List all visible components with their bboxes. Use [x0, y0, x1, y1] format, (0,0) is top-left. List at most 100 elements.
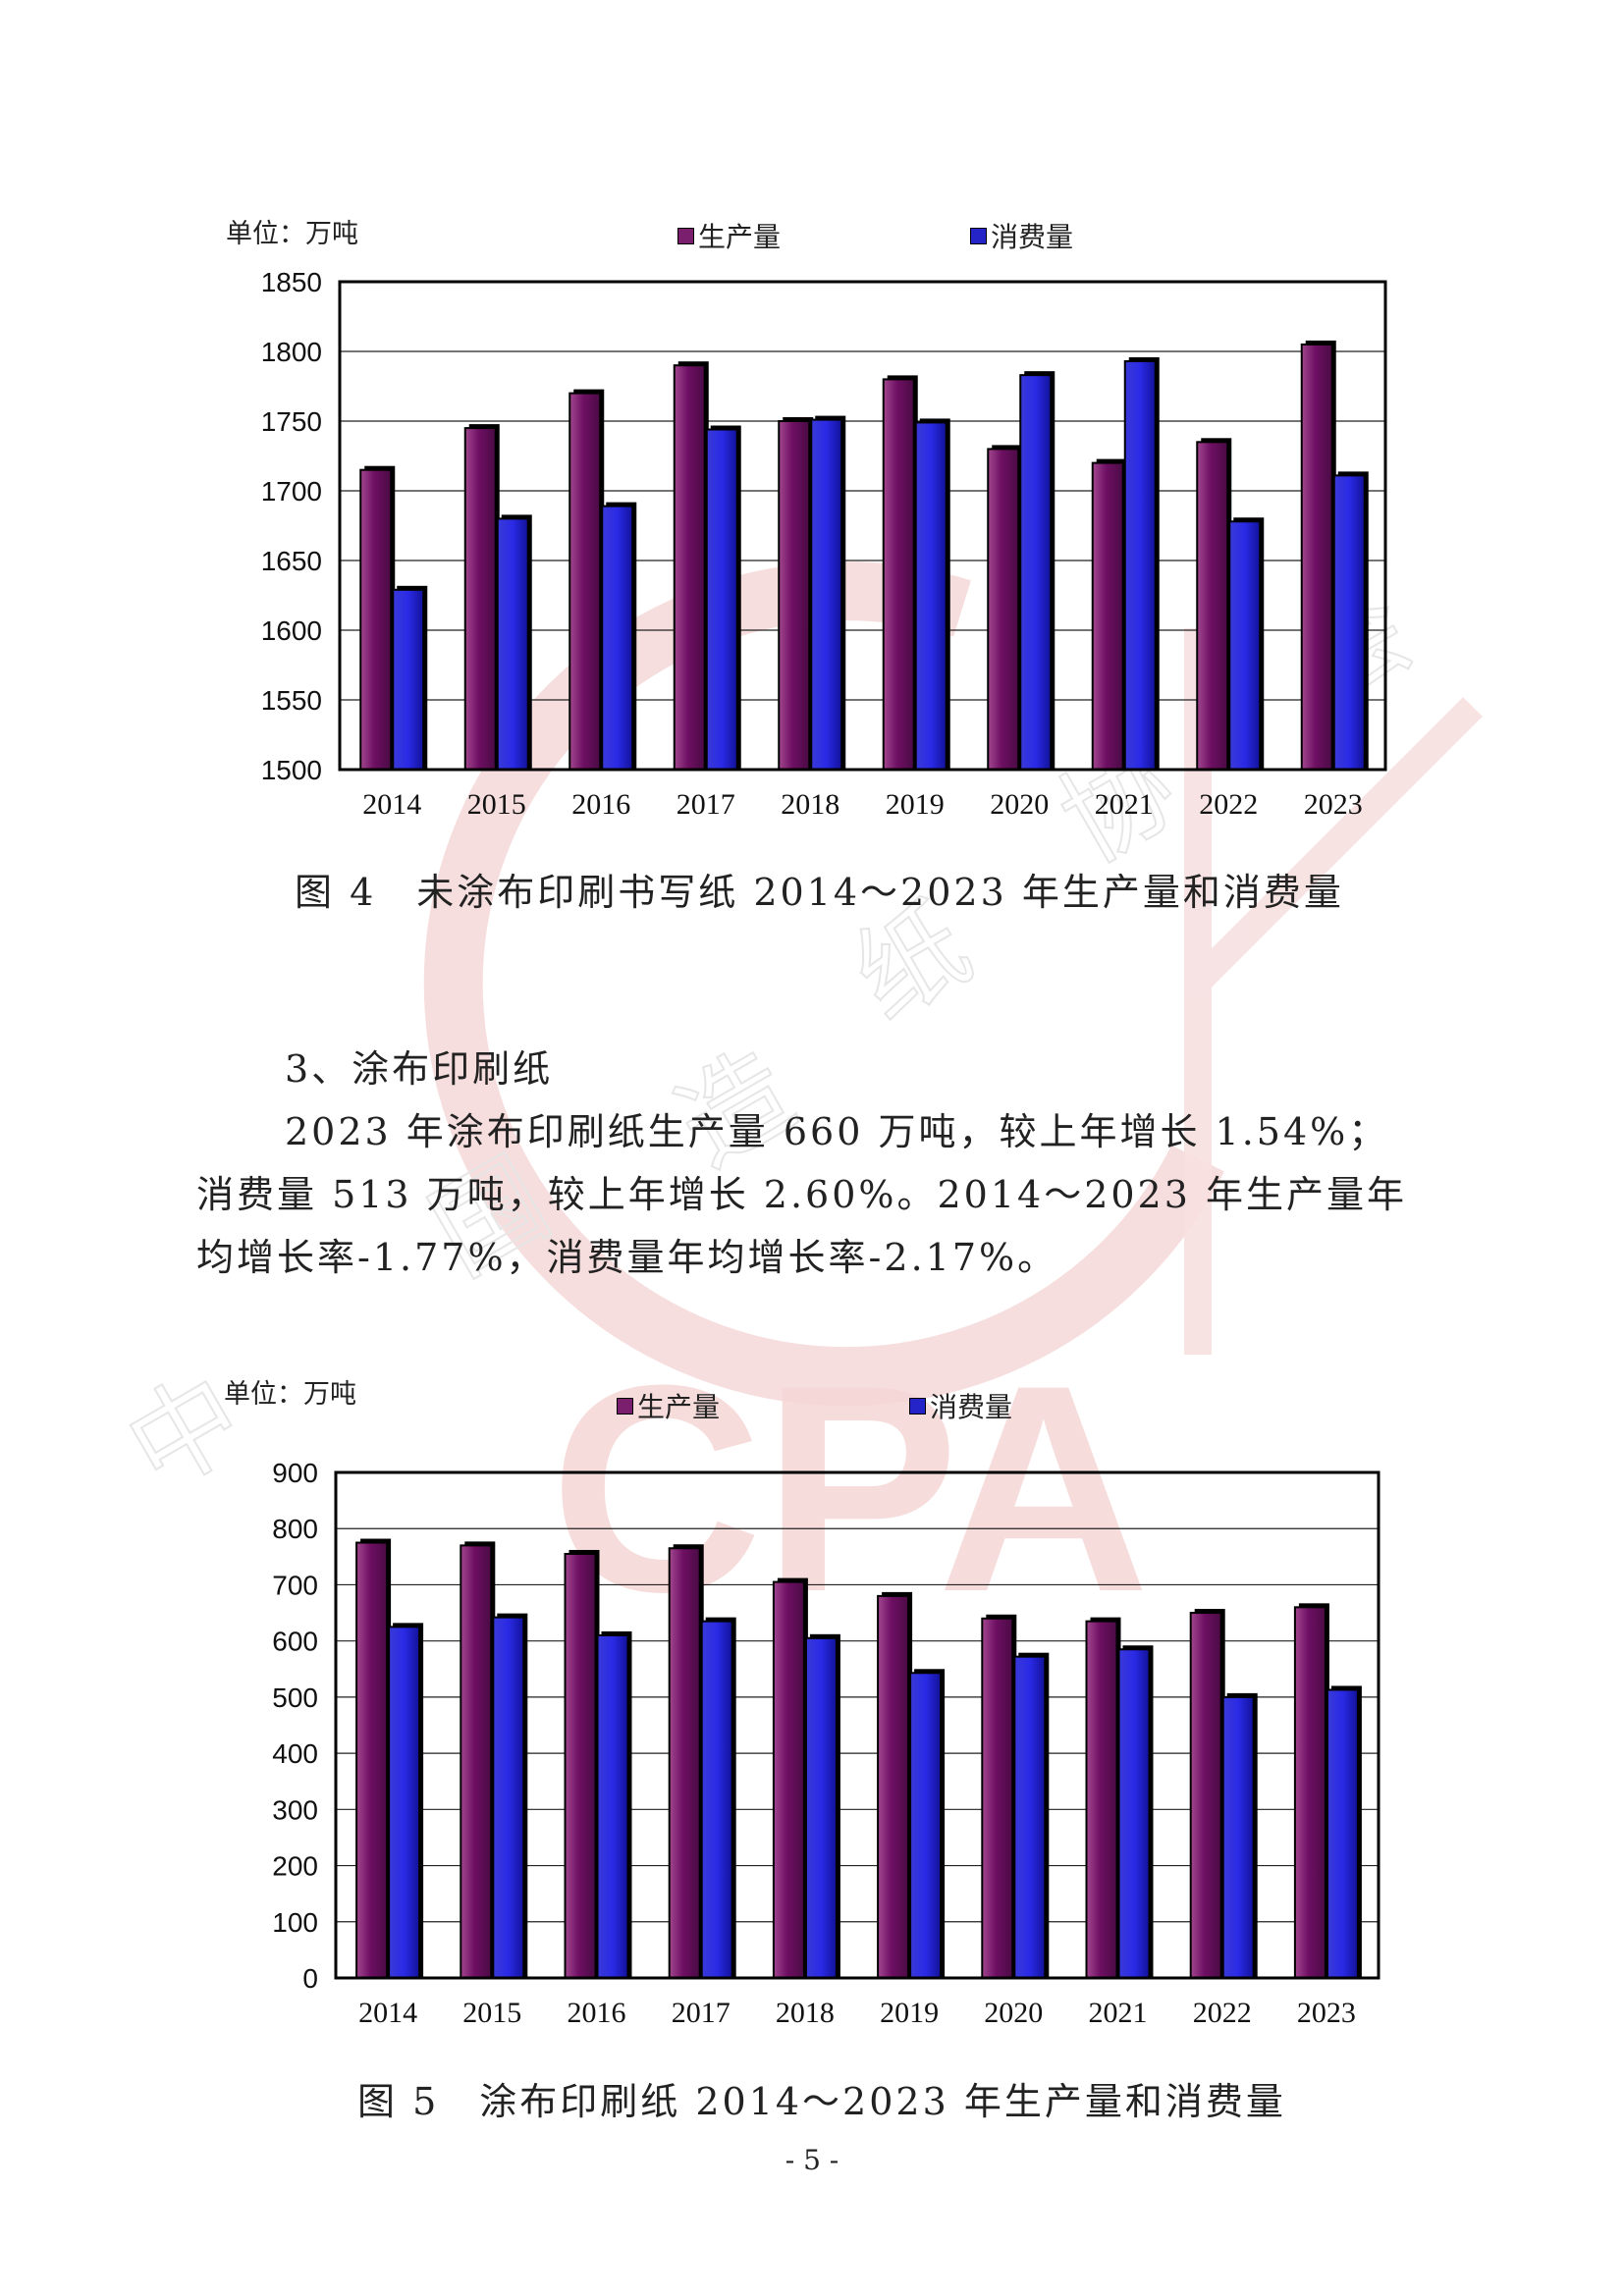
x-tick-label: 2019 [880, 1997, 939, 2029]
legend-swatch-production [617, 1397, 633, 1415]
y-tick-label: 1750 [261, 406, 322, 437]
legend-label-consumption: 消费量 [991, 221, 1074, 253]
bar-consumption [392, 588, 425, 771]
bar-consumption [1123, 359, 1157, 771]
bar-production [359, 468, 393, 771]
bar-production [882, 378, 915, 771]
bar-consumption [705, 428, 738, 771]
bar-production [1189, 1612, 1222, 1979]
legend-swatch-consumption [970, 227, 987, 244]
y-tick-label: 1800 [261, 337, 322, 367]
x-tick-label: 2018 [776, 1997, 835, 2029]
bar-consumption [496, 517, 529, 772]
bar-consumption [596, 1633, 629, 1979]
bar-consumption [1332, 474, 1366, 771]
legend-swatch-consumption [909, 1397, 926, 1415]
bar-production [460, 1544, 493, 1979]
bar-production [673, 364, 706, 771]
legend-label-production: 生产量 [637, 1391, 721, 1423]
chart-figure-5-plot: 0 100 200 300 400 500 600 700 800 900 2014 2015 2016… [272, 1458, 1380, 2029]
bar-consumption [1117, 1648, 1151, 1979]
y-tick-label: 300 [272, 1794, 318, 1825]
y-tick-label: 500 [272, 1682, 318, 1713]
bar-consumption [804, 1636, 838, 1979]
y-tick-label: 1500 [261, 755, 322, 785]
bar-consumption [1019, 374, 1053, 771]
y-tick-label: 1700 [261, 476, 322, 507]
bar-production [1091, 461, 1124, 771]
x-tick-label: 2016 [568, 1997, 626, 2029]
x-tick-label: 2019 [886, 788, 945, 821]
bar-production [463, 427, 497, 771]
legend-production: 生产量 [677, 216, 781, 255]
bar-consumption [1326, 1688, 1359, 1979]
x-tick-label: 2018 [781, 788, 839, 821]
bar-production [877, 1594, 910, 1979]
x-tick-label: 2021 [1095, 788, 1154, 821]
y-tick-label: 700 [272, 1570, 318, 1600]
x-tick-label: 2020 [984, 1997, 1043, 2029]
x-tick-label: 2021 [1089, 1997, 1148, 2029]
bar-consumption [1013, 1655, 1047, 1979]
legend-consumption: 消费量 [970, 216, 1073, 255]
x-tick-label: 2022 [1199, 788, 1258, 821]
y-tick-label: 200 [272, 1851, 318, 1882]
bar-production [668, 1547, 701, 1979]
section-title: 3、涂布印刷纸 [285, 1047, 554, 1091]
x-tick-label: 2020 [990, 788, 1049, 821]
x-tick-label: 2017 [677, 788, 735, 821]
chart-figure-4: 1500 1550 1600 1650 1700 1750 1800 1850 2014 2015… [0, 0, 1624, 982]
chart-figure-5: 0 100 200 300 400 500 600 700 800 900 2014 2015 2016… [0, 1355, 1624, 2140]
y-tick-label: 100 [272, 1907, 318, 1938]
legend-label-consumption: 消费量 [930, 1391, 1013, 1423]
bar-consumption [909, 1672, 943, 1979]
y-tick-label: 600 [272, 1627, 318, 1657]
legend-production: 生产量 [617, 1386, 720, 1425]
plot-area-frame [338, 280, 1387, 772]
bar-production [772, 1580, 805, 1979]
bar-production [778, 420, 811, 771]
x-tick-label: 2023 [1297, 1997, 1356, 2029]
y-tick-label: 1650 [261, 546, 322, 576]
bar-production [1196, 441, 1229, 771]
bar-production [1293, 1606, 1326, 1979]
bar-production [987, 448, 1020, 771]
bar-consumption [1228, 520, 1262, 771]
legend-label-production: 生产量 [698, 221, 782, 253]
bar-consumption [700, 1620, 733, 1979]
legend-swatch-production [677, 227, 694, 244]
bar-consumption [914, 421, 947, 771]
paragraph-line-2: 消费量 513 万吨，较上年增长 2.60%。2014～2023 年生产量年 [196, 1173, 1407, 1216]
bar-production [1300, 343, 1333, 771]
legend-consumption: 消费量 [909, 1386, 1012, 1425]
bar-production [981, 1617, 1014, 1979]
bar-production [355, 1541, 389, 1979]
y-tick-label: 1600 [261, 615, 322, 646]
figure-caption: 图 4 未涂布印刷书写纸 2014～2023 年生产量和消费量 [295, 871, 1344, 914]
bar-consumption [1221, 1695, 1255, 1979]
bar-consumption [601, 505, 634, 771]
y-tick-label: 0 [302, 1963, 318, 1994]
x-tick-label: 2017 [672, 1997, 731, 2029]
bar-consumption [810, 418, 843, 771]
bar-production [564, 1552, 597, 1979]
page-number: - 5 - [785, 2144, 839, 2176]
x-tick-label: 2022 [1193, 1997, 1252, 2029]
paragraph-line-3: 均增长率-1.77%，消费量年均增长率-2.17%。 [196, 1236, 1058, 1279]
chart-unit-label: 单位：万吨 [224, 1379, 356, 1410]
bar-consumption [388, 1626, 421, 1979]
y-tick-label: 1550 [261, 685, 322, 716]
x-tick-label: 2014 [358, 1997, 417, 2029]
y-tick-label: 800 [272, 1514, 318, 1544]
chart-unit-label: 单位：万吨 [226, 219, 358, 249]
x-tick-label: 2023 [1304, 788, 1363, 821]
y-tick-label: 1850 [261, 267, 322, 297]
bar-production [568, 392, 602, 771]
bar-production [1085, 1620, 1118, 1979]
x-tick-label: 2016 [571, 788, 630, 821]
figure-caption: 图 5 涂布印刷纸 2014～2023 年生产量和消费量 [357, 2080, 1286, 2123]
x-tick-label: 2015 [462, 1997, 521, 2029]
plot-area-frame [334, 1470, 1380, 1980]
x-tick-label: 2014 [362, 788, 421, 821]
y-tick-label: 900 [272, 1458, 318, 1488]
